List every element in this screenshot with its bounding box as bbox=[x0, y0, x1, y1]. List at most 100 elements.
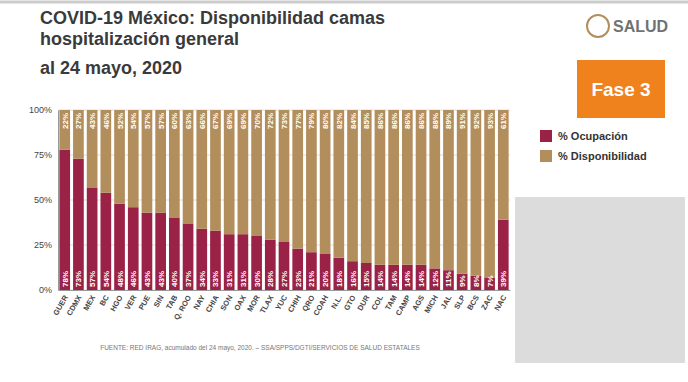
bar bbox=[375, 110, 386, 265]
tick-label: MICH bbox=[423, 294, 440, 315]
data-label: 54% bbox=[102, 271, 111, 287]
top-rule bbox=[0, 1, 688, 4]
data-label: 57% bbox=[143, 113, 152, 129]
bar bbox=[279, 110, 290, 241]
tick: VER bbox=[123, 293, 139, 311]
tick: 100% bbox=[29, 105, 58, 115]
tick: JAL bbox=[439, 293, 454, 310]
data-label: 73% bbox=[280, 113, 289, 129]
bar bbox=[361, 110, 372, 263]
data-label: 14% bbox=[417, 271, 426, 287]
data-label: 23% bbox=[294, 271, 303, 287]
data-label: 11% bbox=[444, 271, 453, 287]
bar bbox=[292, 110, 303, 249]
logo-emblem bbox=[587, 15, 609, 37]
source: FUENTE: RED IRAG, acumulado del 24 mayo,… bbox=[100, 344, 420, 352]
bar bbox=[224, 110, 235, 234]
data-label: 46% bbox=[102, 113, 111, 129]
data-label: 31% bbox=[225, 271, 234, 287]
tick-label: GTO bbox=[342, 293, 358, 312]
phase-box bbox=[577, 60, 665, 118]
data-label: 69% bbox=[225, 113, 234, 129]
bar bbox=[210, 110, 221, 231]
bars bbox=[59, 110, 508, 290]
tick-label: NAC bbox=[493, 293, 509, 312]
data-label: 16% bbox=[349, 271, 358, 287]
tick-label: 50% bbox=[34, 195, 52, 205]
data-label: 66% bbox=[198, 113, 207, 129]
data-label: 67% bbox=[211, 113, 220, 129]
bar bbox=[457, 274, 468, 290]
data-label: 52% bbox=[116, 113, 125, 129]
data-label: 57% bbox=[157, 113, 166, 129]
tick: CHIA bbox=[204, 293, 221, 314]
data-label: 14% bbox=[390, 271, 399, 287]
data-label: 34% bbox=[198, 271, 207, 287]
bar bbox=[265, 110, 276, 240]
data-label: 37% bbox=[184, 271, 193, 287]
data-label: 15% bbox=[362, 271, 371, 287]
data-label: 30% bbox=[253, 271, 262, 287]
tick-label: COL bbox=[369, 293, 385, 312]
bar bbox=[416, 265, 427, 290]
tick: MEX bbox=[81, 294, 97, 313]
tick-label: Q. ROO bbox=[172, 293, 193, 321]
bar bbox=[196, 110, 207, 229]
bar bbox=[471, 110, 482, 276]
data-label: 61% bbox=[499, 113, 508, 129]
data-label: 27% bbox=[280, 271, 289, 287]
tick: COL bbox=[369, 293, 385, 312]
tick: SON bbox=[218, 294, 234, 313]
tick-label: CHIH bbox=[286, 294, 303, 314]
bar bbox=[333, 110, 344, 258]
bar bbox=[320, 110, 331, 254]
data-label: 46% bbox=[129, 271, 138, 287]
data-label: 48% bbox=[116, 271, 125, 287]
data-label: 60% bbox=[170, 113, 179, 129]
bar bbox=[210, 231, 221, 290]
tick: CHIH bbox=[286, 294, 303, 314]
tick-label: MEX bbox=[81, 294, 97, 313]
bar bbox=[183, 223, 194, 290]
bar bbox=[155, 110, 166, 213]
data-label: 12% bbox=[431, 271, 440, 287]
bar bbox=[498, 220, 509, 290]
bar bbox=[251, 110, 262, 236]
data-label: 86% bbox=[376, 113, 385, 129]
tick-label: VER bbox=[123, 293, 139, 311]
bar bbox=[279, 241, 290, 290]
data-label: 54% bbox=[129, 113, 138, 129]
data-label: 78% bbox=[61, 271, 70, 287]
bar bbox=[388, 265, 399, 290]
tick-label: SON bbox=[218, 294, 234, 313]
bar bbox=[265, 240, 276, 290]
tick-label: PUE bbox=[137, 294, 153, 312]
bar bbox=[375, 265, 386, 290]
data-label: 70% bbox=[253, 113, 262, 129]
data-label: 80% bbox=[321, 113, 330, 129]
bar bbox=[471, 276, 482, 290]
bar bbox=[251, 236, 262, 290]
bar bbox=[73, 110, 84, 159]
data-label: 82% bbox=[335, 113, 344, 129]
bar bbox=[128, 110, 139, 207]
data-label: 14% bbox=[376, 271, 385, 287]
legend-item: % Disponibilidad bbox=[540, 150, 647, 162]
bar bbox=[128, 207, 139, 290]
data-label: 8% bbox=[472, 275, 481, 287]
tick: Q. ROO bbox=[172, 293, 193, 321]
bar bbox=[183, 110, 194, 223]
tick: MICH bbox=[423, 294, 440, 315]
bar bbox=[333, 258, 344, 290]
legend-swatch bbox=[540, 130, 552, 142]
data-label: 88% bbox=[431, 113, 440, 129]
data-label: 86% bbox=[403, 113, 412, 129]
data-label: 33% bbox=[211, 271, 220, 287]
bar bbox=[114, 204, 125, 290]
bar bbox=[114, 110, 125, 204]
tick: CAMP bbox=[394, 294, 413, 318]
data-label: 89% bbox=[444, 113, 453, 129]
data-label: 43% bbox=[88, 113, 97, 129]
bar bbox=[429, 268, 440, 290]
tick: GTO bbox=[342, 293, 358, 312]
